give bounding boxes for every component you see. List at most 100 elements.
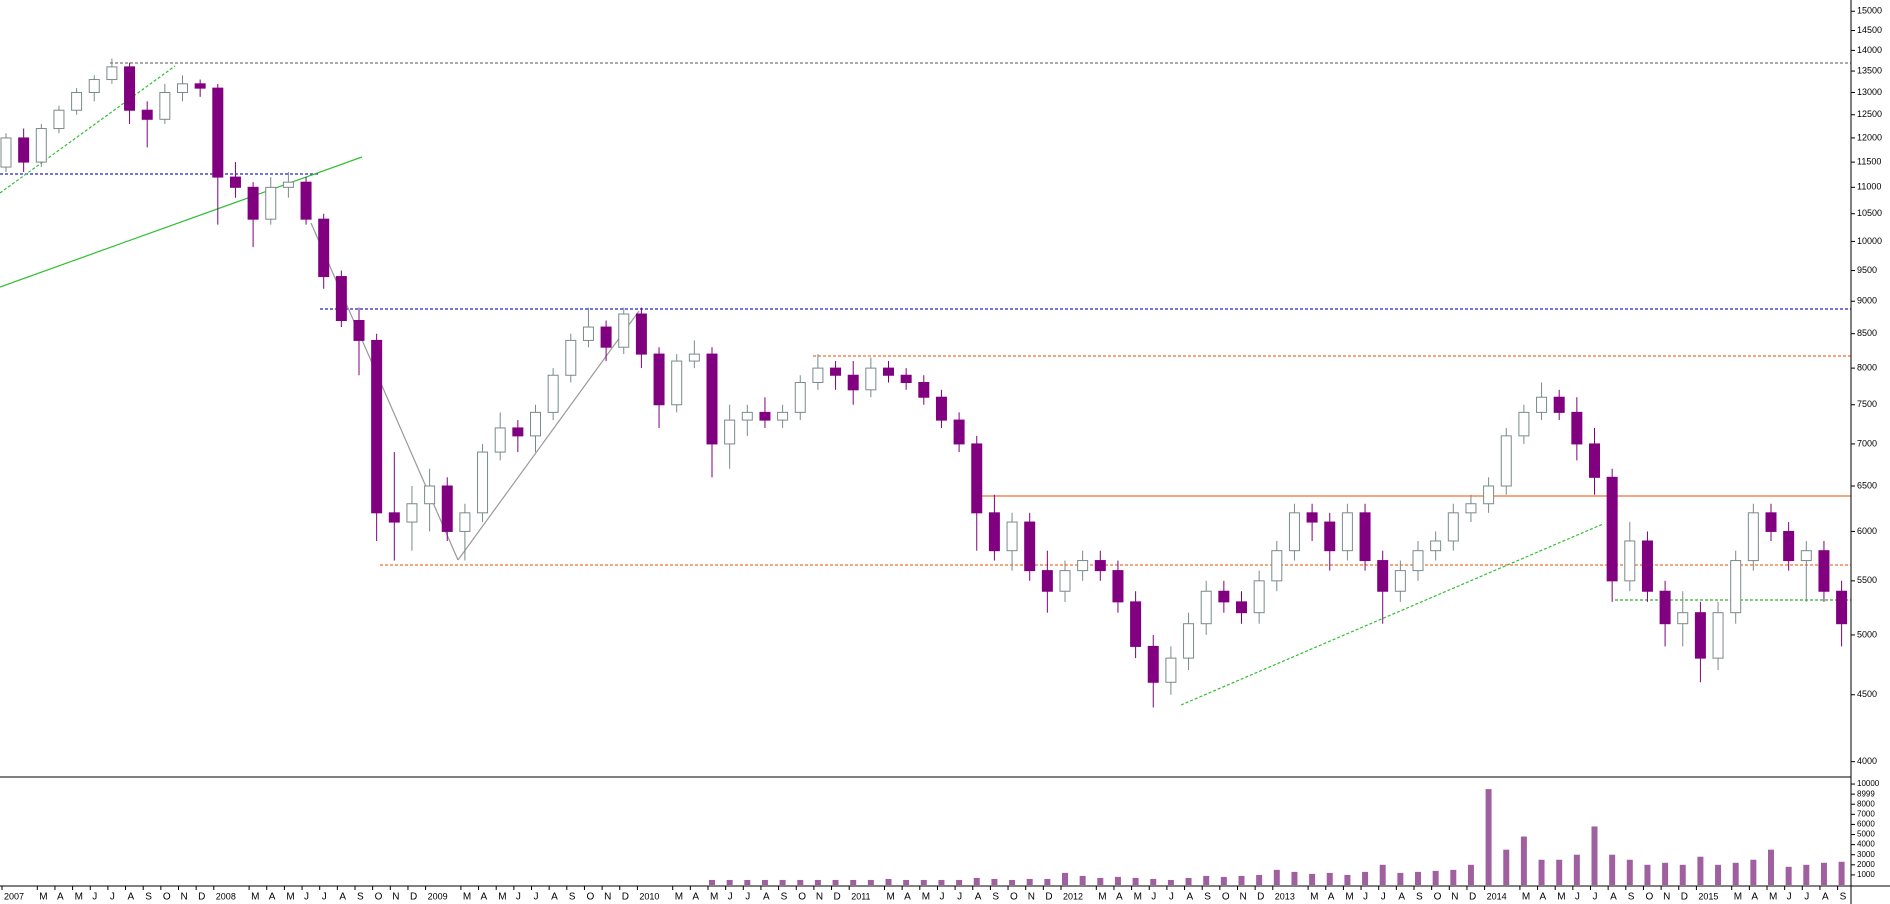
x-tick-label: J <box>534 892 539 903</box>
candle-body <box>1589 443 1600 478</box>
x-tick-label: 2015 <box>1698 891 1718 901</box>
volume-bar <box>797 879 804 885</box>
y-tick-label: 6000 <box>1857 820 1875 829</box>
candle-body <box>883 367 894 376</box>
volume-bar <box>761 879 768 885</box>
x-tick-label: D <box>622 892 629 903</box>
y-tick-label: 10000 <box>1857 779 1880 788</box>
x-tick-label: A <box>763 892 770 903</box>
x-tick-label: M <box>498 892 506 903</box>
candle-body <box>159 91 171 120</box>
x-tick-label: D <box>410 892 417 903</box>
x-tick-label: J <box>1593 892 1598 903</box>
candle-body <box>1059 570 1071 592</box>
x-tick-label: J <box>1169 892 1174 903</box>
x-tick-label: A <box>481 892 488 903</box>
candle-body <box>1306 512 1318 523</box>
y-tick-label: 12500 <box>1857 109 1882 119</box>
y-tick-label: 7000 <box>1857 809 1875 818</box>
candle-body <box>212 87 224 178</box>
candle-body <box>547 374 559 413</box>
y-tick-label: 4000 <box>1857 756 1877 766</box>
y-tick-label: 12000 <box>1857 132 1882 142</box>
x-tick-label: J <box>110 892 115 903</box>
volume-bar <box>1732 862 1739 885</box>
x-tick-label: A <box>1328 892 1335 903</box>
candle-body <box>1024 521 1036 572</box>
candle-body <box>477 451 489 514</box>
candle-body <box>371 339 383 514</box>
trend-line <box>457 310 640 561</box>
x-tick-label: A <box>975 892 982 903</box>
x-tick-label: J <box>1381 892 1386 903</box>
candle-body <box>988 512 1000 552</box>
candle-body <box>1465 503 1477 514</box>
candle-body <box>1447 512 1459 542</box>
volume-bar <box>1150 878 1157 885</box>
volume-bar <box>991 878 998 885</box>
x-tick-label: O <box>1645 892 1653 903</box>
volume-bar <box>1309 873 1316 885</box>
candle-body <box>812 367 824 383</box>
candle-body <box>1536 396 1548 413</box>
x-tick-label: J <box>516 892 521 903</box>
candle-body <box>794 381 806 413</box>
x-tick-label: J <box>1363 892 1368 903</box>
volume-bar <box>1450 869 1457 885</box>
volume-bar <box>885 878 892 885</box>
y-tick-label: 14000 <box>1857 45 1882 55</box>
x-tick-label: M <box>1557 892 1565 903</box>
candle-body <box>1147 645 1159 683</box>
candle-body <box>671 360 683 406</box>
candle-body <box>1077 560 1089 572</box>
x-tick-label: A <box>692 892 699 903</box>
x-tick-label: M <box>887 892 895 903</box>
candle-body <box>106 66 118 81</box>
candle-body <box>1112 570 1124 603</box>
volume-bar <box>1520 836 1527 885</box>
x-tick-label: O <box>163 892 171 903</box>
y-tick-label: 8000 <box>1857 362 1877 372</box>
x-tick-label: J <box>92 892 97 903</box>
volume-bar <box>973 877 980 885</box>
candle-body <box>777 411 789 421</box>
x-tick-label: S <box>1416 892 1423 903</box>
candle-body <box>1747 512 1759 562</box>
x-tick-label: J <box>939 892 944 903</box>
volume-bar <box>1362 871 1369 885</box>
candle-body <box>265 186 277 220</box>
candle-body <box>1394 570 1406 592</box>
x-tick-label: M <box>922 892 930 903</box>
volume-bar <box>938 879 945 885</box>
volume-bar <box>1026 878 1033 885</box>
candle-body <box>759 411 771 421</box>
candle-body <box>1553 396 1565 413</box>
candle-body <box>1236 601 1247 614</box>
x-tick-label: A <box>904 892 911 903</box>
volume-bar <box>1785 866 1792 885</box>
trend-line <box>1180 523 1604 706</box>
y-tick-label: 11000 <box>1857 182 1881 192</box>
y-tick-label: 1000 <box>1857 870 1875 879</box>
y-tick-label: 4000 <box>1857 840 1875 849</box>
x-tick-label: M <box>286 892 294 903</box>
x-tick-label: M <box>675 892 683 903</box>
x-tick-label: D <box>1045 892 1052 903</box>
candle-body <box>459 512 471 532</box>
x-tick-label: O <box>1434 892 1442 903</box>
volume-bar <box>1167 879 1174 885</box>
x-tick-label: A <box>1822 892 1829 903</box>
x-tick-label: A <box>57 892 64 903</box>
volume-bar <box>1397 872 1404 885</box>
candle-body <box>1818 550 1830 592</box>
volume-bar <box>1097 877 1104 885</box>
volume-bar <box>1344 874 1351 885</box>
x-tick-label: A <box>1540 892 1547 903</box>
x-tick-label: M <box>75 892 83 903</box>
candle-body <box>124 66 136 111</box>
x-tick-label: M <box>251 892 259 903</box>
volume-bar <box>867 879 874 885</box>
x-tick-label: A <box>1610 892 1617 903</box>
x-tick-label: O <box>375 892 383 903</box>
